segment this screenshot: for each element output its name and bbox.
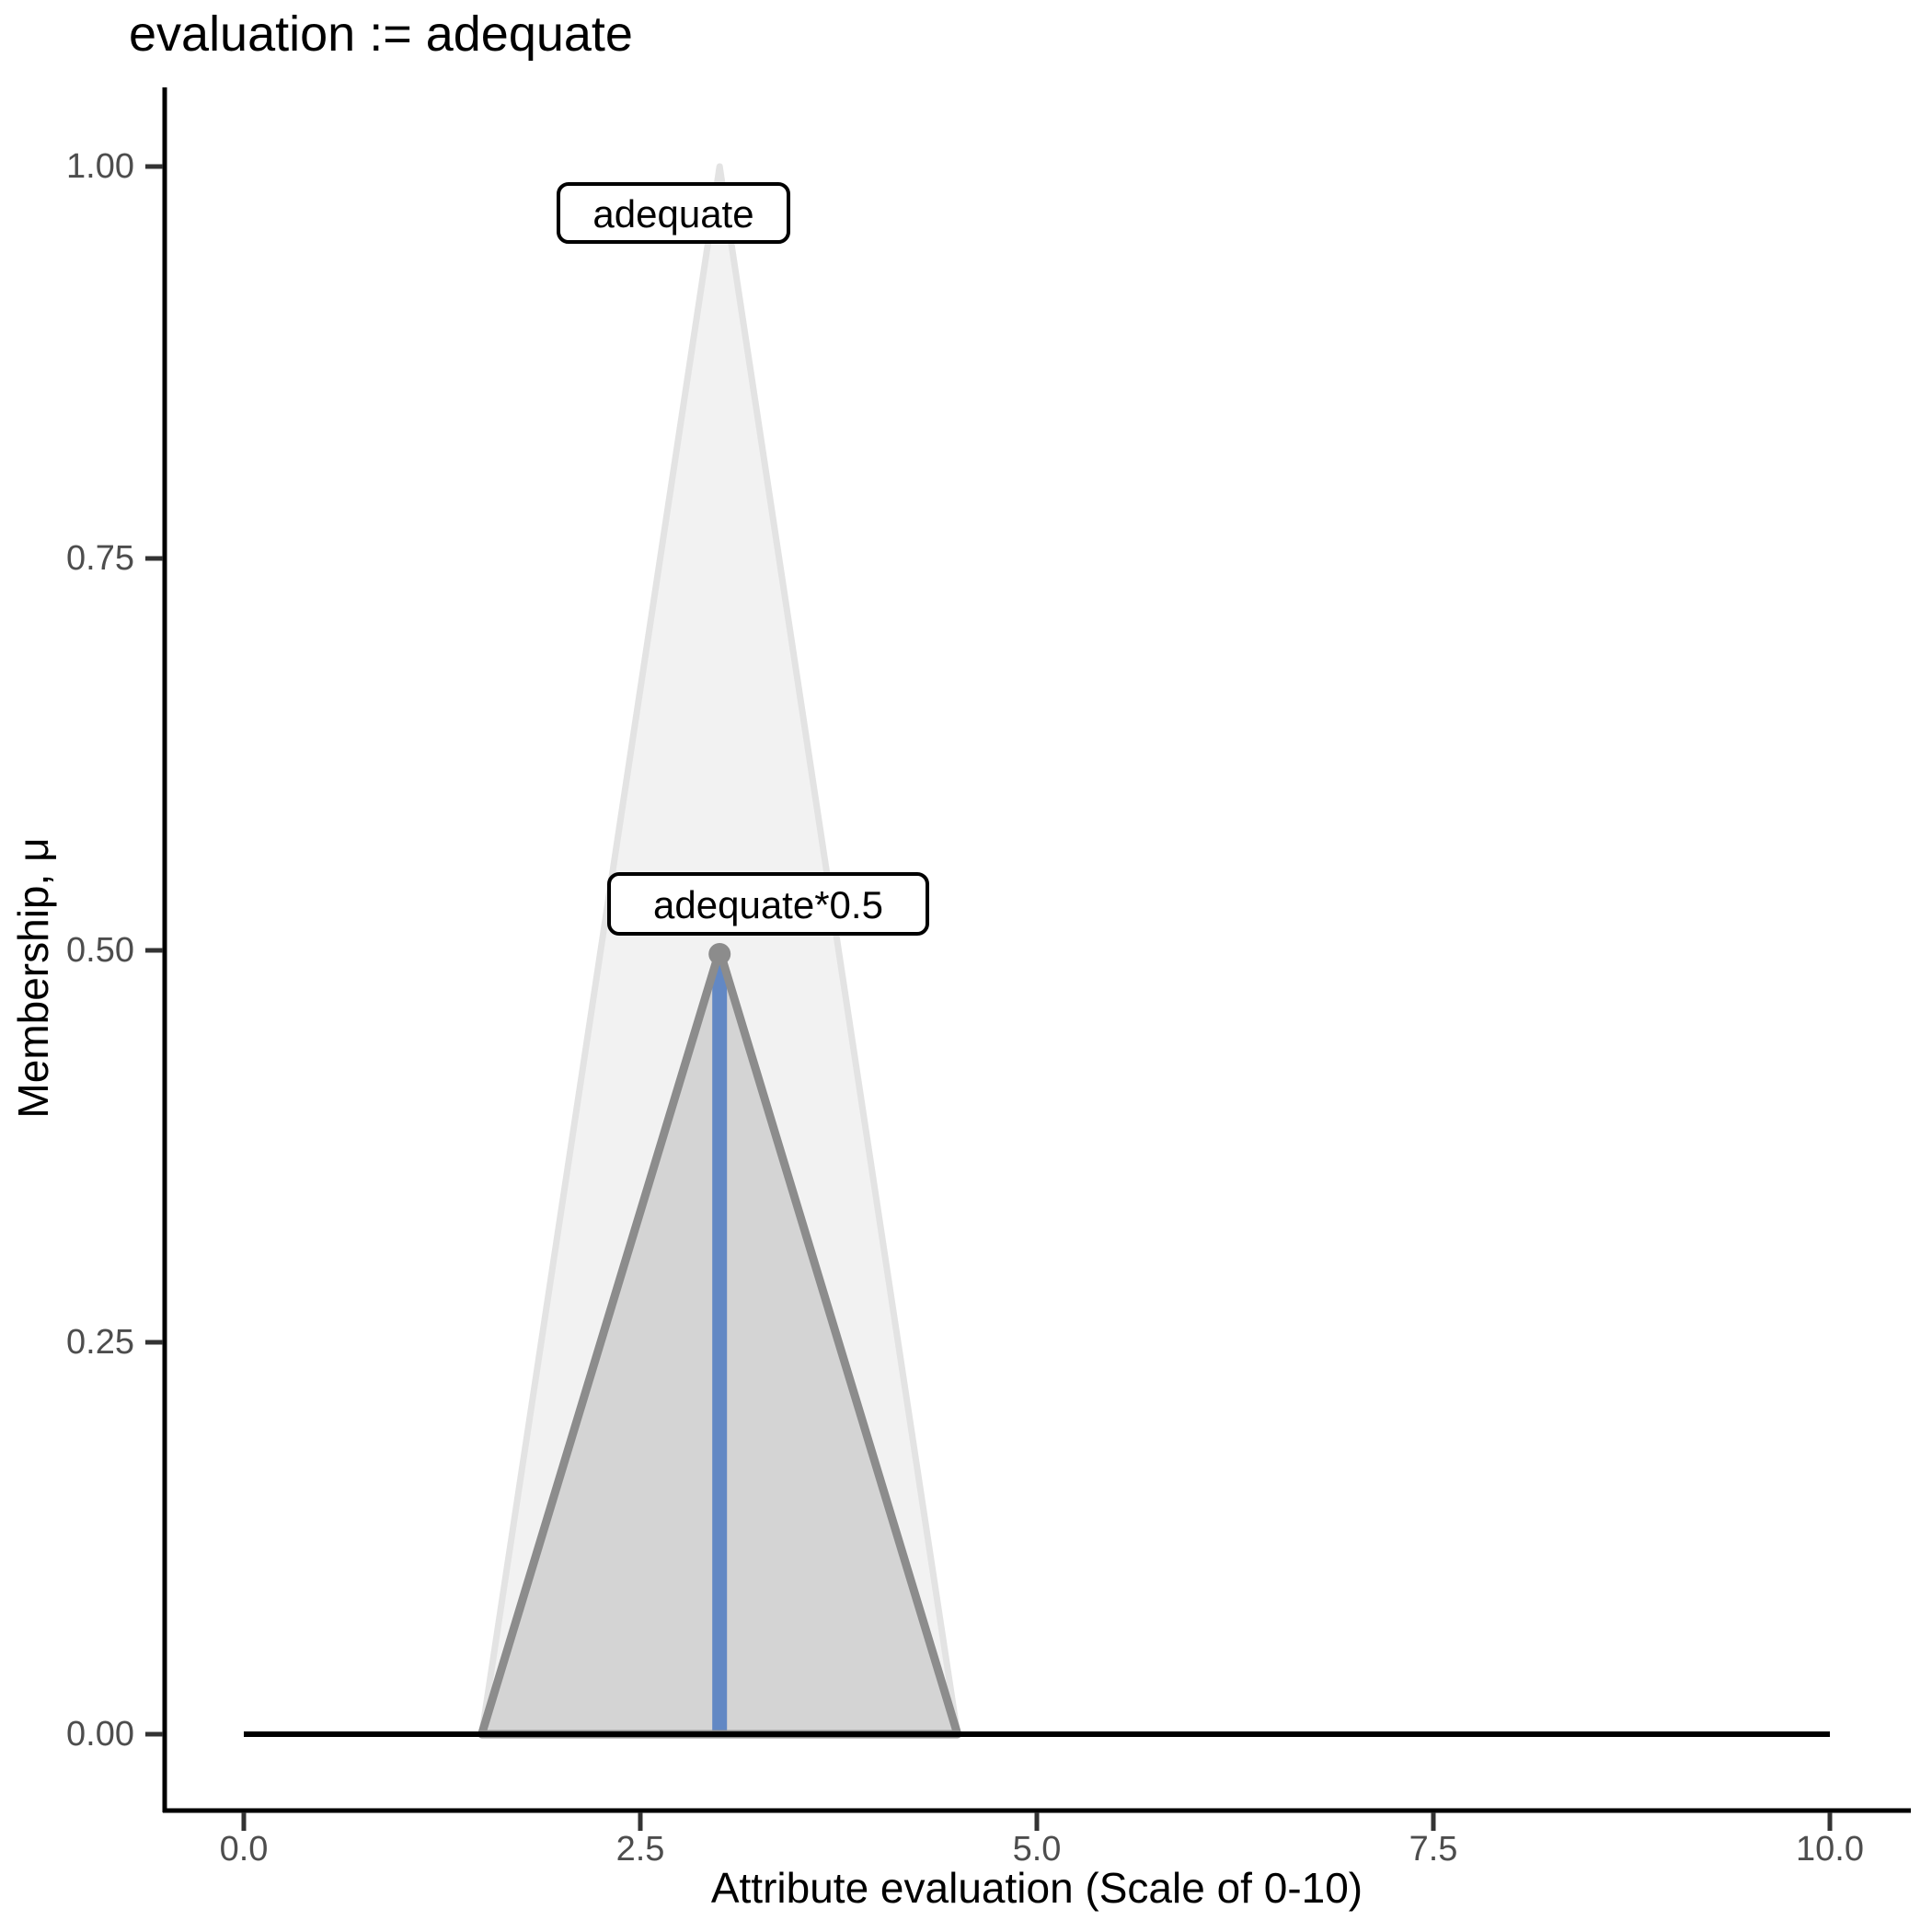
plot-title: evaluation := adequate (129, 6, 633, 62)
x-tick-label-0.0: 0.0 (220, 1830, 269, 1869)
annotation-adequate-box (557, 182, 790, 244)
annotation-adequate-half-text: adequate*0.5 (653, 883, 883, 926)
x-tick-label-5.0: 5.0 (1013, 1830, 1062, 1869)
annotation-adequate-half-box (607, 872, 929, 936)
x-axis-title: Attribute evaluation (Scale of 0-10) (711, 1864, 1363, 1912)
inner-triangle-apex-dot (708, 943, 731, 965)
axes (162, 87, 1911, 1813)
y-tick-label-0.75: 0.75 (66, 539, 134, 578)
annotation-adequate: adequate (557, 182, 790, 244)
y-tick-label-0.25: 0.25 (66, 1323, 134, 1362)
annotation-adequate-half: adequate*0.5 (607, 872, 929, 936)
y-tick-label-0.50: 0.50 (66, 931, 134, 970)
y-tick-label-1.00: 1.00 (66, 147, 134, 186)
x-tick-label-7.5: 7.5 (1409, 1830, 1458, 1869)
x-tick-label-2.5: 2.5 (616, 1830, 665, 1869)
annotation-adequate-text: adequate (592, 192, 753, 236)
plot-area (244, 163, 1830, 1739)
x-tick-labels: 0.0 2.5 5.0 7.5 10.0 (220, 1830, 1864, 1869)
x-tick-label-10.0: 10.0 (1796, 1830, 1864, 1869)
y-tick-label-0.00: 0.00 (66, 1715, 134, 1754)
y-axis-title: Membership, μ (9, 837, 57, 1118)
y-tick-labels: 1.00 0.75 0.50 0.25 0.00 (66, 147, 134, 1754)
y-tick-marks (145, 164, 163, 1737)
x-tick-marks (241, 1812, 1833, 1831)
